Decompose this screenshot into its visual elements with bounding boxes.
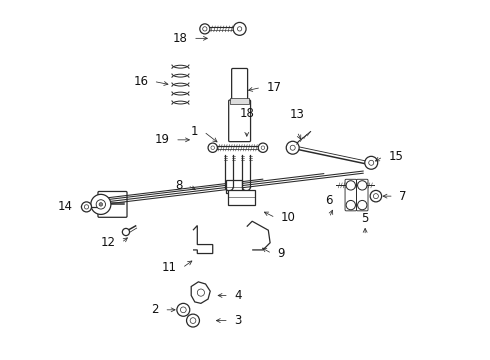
Circle shape bbox=[358, 201, 367, 210]
Circle shape bbox=[96, 200, 105, 209]
Text: 8: 8 bbox=[175, 179, 182, 192]
Circle shape bbox=[346, 201, 355, 210]
Circle shape bbox=[190, 318, 196, 323]
Circle shape bbox=[91, 194, 111, 215]
Circle shape bbox=[365, 156, 378, 169]
Circle shape bbox=[238, 27, 242, 31]
Bar bbox=[226, 180, 242, 193]
Circle shape bbox=[187, 314, 199, 327]
Text: 1: 1 bbox=[191, 125, 198, 138]
Circle shape bbox=[286, 141, 299, 154]
Circle shape bbox=[208, 143, 218, 152]
Text: 17: 17 bbox=[267, 81, 282, 94]
FancyBboxPatch shape bbox=[229, 100, 250, 141]
Text: 5: 5 bbox=[362, 212, 369, 225]
Circle shape bbox=[203, 27, 207, 31]
Text: 9: 9 bbox=[277, 247, 285, 260]
Text: 13: 13 bbox=[290, 108, 304, 121]
Circle shape bbox=[177, 303, 190, 316]
Circle shape bbox=[358, 181, 367, 190]
Text: 16: 16 bbox=[133, 75, 148, 88]
Text: 12: 12 bbox=[101, 236, 116, 249]
Text: 18: 18 bbox=[239, 107, 254, 120]
Text: 15: 15 bbox=[389, 150, 403, 163]
Text: 4: 4 bbox=[234, 289, 242, 302]
Text: 2: 2 bbox=[151, 303, 159, 316]
Circle shape bbox=[233, 22, 246, 35]
Text: 3: 3 bbox=[234, 314, 242, 327]
Circle shape bbox=[373, 194, 378, 199]
Bar bbox=[228, 190, 255, 205]
Circle shape bbox=[258, 143, 268, 152]
Circle shape bbox=[200, 24, 210, 34]
Circle shape bbox=[99, 203, 102, 206]
Text: 10: 10 bbox=[281, 211, 296, 224]
Circle shape bbox=[180, 307, 186, 313]
Circle shape bbox=[368, 160, 374, 165]
Text: 14: 14 bbox=[58, 201, 73, 213]
Text: 6: 6 bbox=[325, 194, 333, 207]
Circle shape bbox=[84, 205, 89, 209]
Circle shape bbox=[290, 145, 295, 150]
Bar bbox=[230, 98, 249, 104]
FancyBboxPatch shape bbox=[232, 68, 247, 100]
Circle shape bbox=[211, 146, 215, 149]
Text: 18: 18 bbox=[173, 32, 188, 45]
Text: 11: 11 bbox=[162, 261, 177, 274]
Circle shape bbox=[81, 202, 92, 212]
Circle shape bbox=[370, 190, 382, 202]
Text: 19: 19 bbox=[155, 133, 170, 146]
Circle shape bbox=[122, 228, 129, 235]
Text: 7: 7 bbox=[399, 190, 407, 203]
Circle shape bbox=[346, 181, 355, 190]
Circle shape bbox=[261, 146, 265, 149]
